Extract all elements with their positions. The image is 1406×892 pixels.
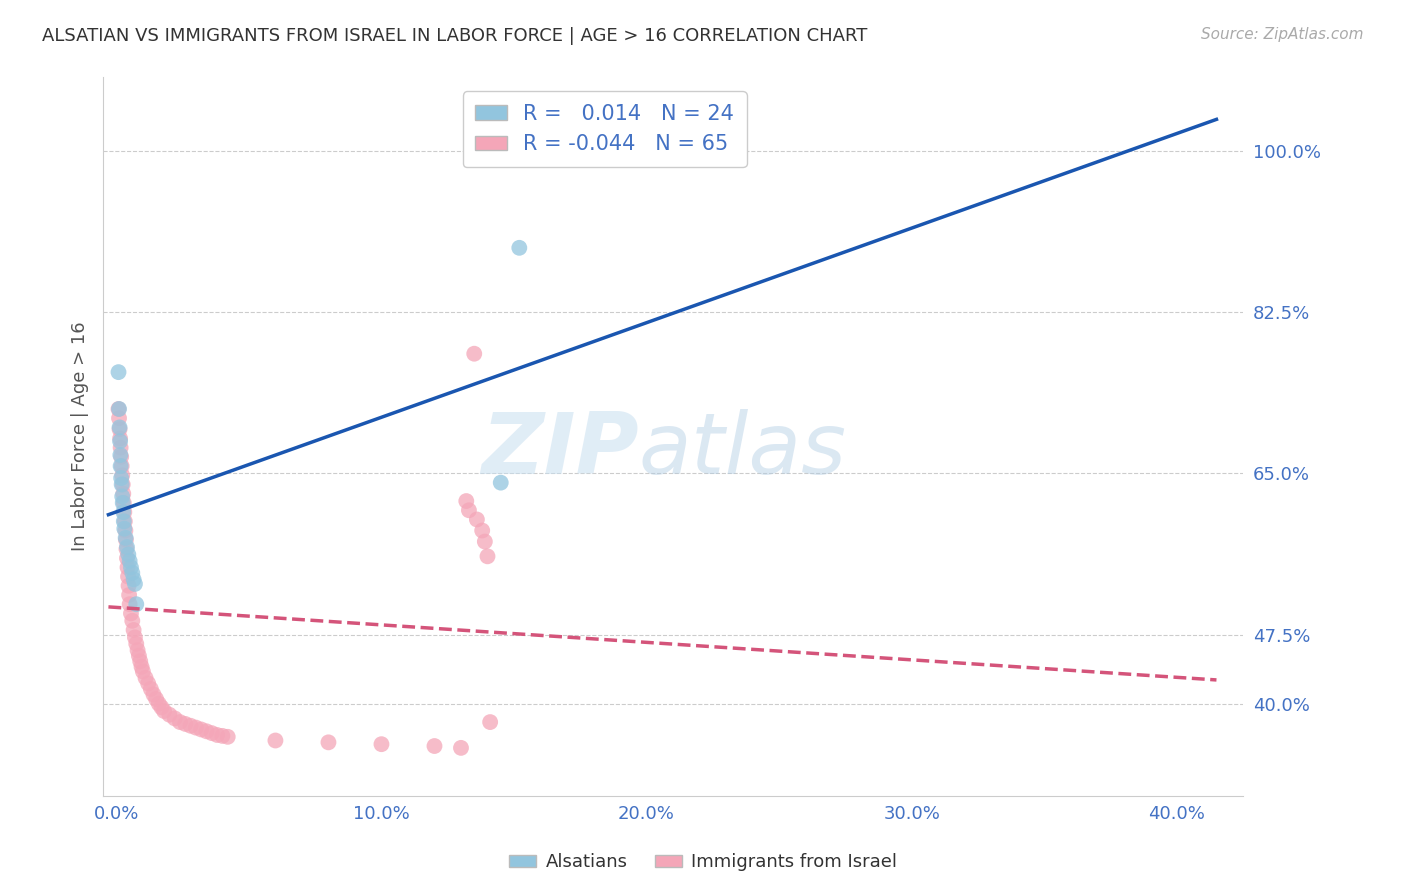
Point [128, 648, 150, 663]
Point [190, 723, 212, 737]
Point [463, 347, 485, 361]
Point [136, 676, 159, 690]
Point [458, 503, 481, 517]
Point [139, 681, 162, 696]
Point [423, 739, 446, 753]
Point [450, 740, 472, 755]
Point [479, 715, 502, 730]
Point [122, 572, 145, 586]
Point [163, 711, 186, 725]
Point [110, 441, 132, 455]
Point [135, 671, 157, 685]
Point [107, 365, 129, 379]
Text: ALSATIAN VS IMMIGRANTS FROM ISRAEL IN LABOR FORCE | AGE > 16 CORRELATION CHART: ALSATIAN VS IMMIGRANTS FROM ISRAEL IN LA… [42, 27, 868, 45]
Point [121, 566, 143, 580]
Point [117, 560, 139, 574]
Text: Source: ZipAtlas.com: Source: ZipAtlas.com [1201, 27, 1364, 42]
Point [110, 458, 132, 473]
Point [489, 475, 512, 490]
Point [264, 733, 287, 747]
Point [211, 729, 233, 743]
Point [114, 514, 136, 528]
Point [115, 533, 138, 547]
Text: ZIP: ZIP [481, 409, 638, 492]
Point [124, 631, 146, 645]
Point [108, 401, 131, 416]
Point [111, 468, 134, 483]
Point [125, 637, 148, 651]
Point [132, 665, 155, 679]
Point [465, 512, 488, 526]
Point [153, 704, 176, 718]
Point [112, 514, 135, 528]
Legend: R =   0.014   N = 24, R = -0.044   N = 65: R = 0.014 N = 24, R = -0.044 N = 65 [463, 92, 747, 167]
Text: atlas: atlas [638, 409, 846, 492]
Point [456, 494, 478, 508]
Point [121, 614, 143, 628]
Point [108, 411, 131, 425]
Point [115, 551, 138, 566]
Point [370, 737, 392, 751]
Point [110, 450, 132, 464]
Point [180, 719, 202, 733]
Point [129, 654, 152, 668]
Point [112, 486, 135, 500]
Point [124, 577, 146, 591]
Point [477, 549, 499, 564]
Point [205, 728, 228, 742]
Point [111, 458, 134, 473]
Point [115, 540, 138, 554]
Point [150, 700, 173, 714]
Point [195, 724, 218, 739]
Point [184, 721, 207, 735]
Point [217, 730, 239, 744]
Point [142, 688, 165, 702]
Point [145, 692, 167, 706]
Point [112, 505, 135, 519]
Point [127, 643, 149, 657]
Point [115, 541, 138, 556]
Point [174, 717, 197, 731]
Point [111, 496, 134, 510]
Point [471, 524, 494, 538]
Point [201, 726, 224, 740]
Point [114, 531, 136, 545]
Point [118, 554, 141, 568]
Y-axis label: In Labor Force | Age > 16: In Labor Force | Age > 16 [72, 322, 89, 551]
Point [120, 560, 142, 574]
Point [108, 432, 131, 446]
Point [108, 434, 131, 449]
Point [131, 660, 153, 674]
Point [122, 623, 145, 637]
Point [169, 715, 191, 730]
Point [111, 477, 134, 491]
Point [111, 490, 134, 504]
Point [112, 496, 135, 510]
Point [110, 448, 132, 462]
Point [318, 735, 340, 749]
Point [108, 422, 131, 436]
Point [117, 569, 139, 583]
Point [117, 548, 139, 562]
Point [111, 477, 134, 491]
Point [125, 597, 148, 611]
Point [107, 401, 129, 416]
Point [118, 588, 141, 602]
Point [108, 420, 131, 434]
Point [474, 534, 496, 549]
Point [112, 505, 135, 519]
Point [148, 697, 170, 711]
Point [508, 241, 530, 255]
Point [118, 597, 141, 611]
Legend: Alsatians, Immigrants from Israel: Alsatians, Immigrants from Israel [502, 847, 904, 879]
Point [120, 607, 142, 621]
Point [112, 522, 135, 536]
Point [114, 524, 136, 538]
Point [117, 579, 139, 593]
Point [157, 707, 180, 722]
Point [110, 471, 132, 485]
